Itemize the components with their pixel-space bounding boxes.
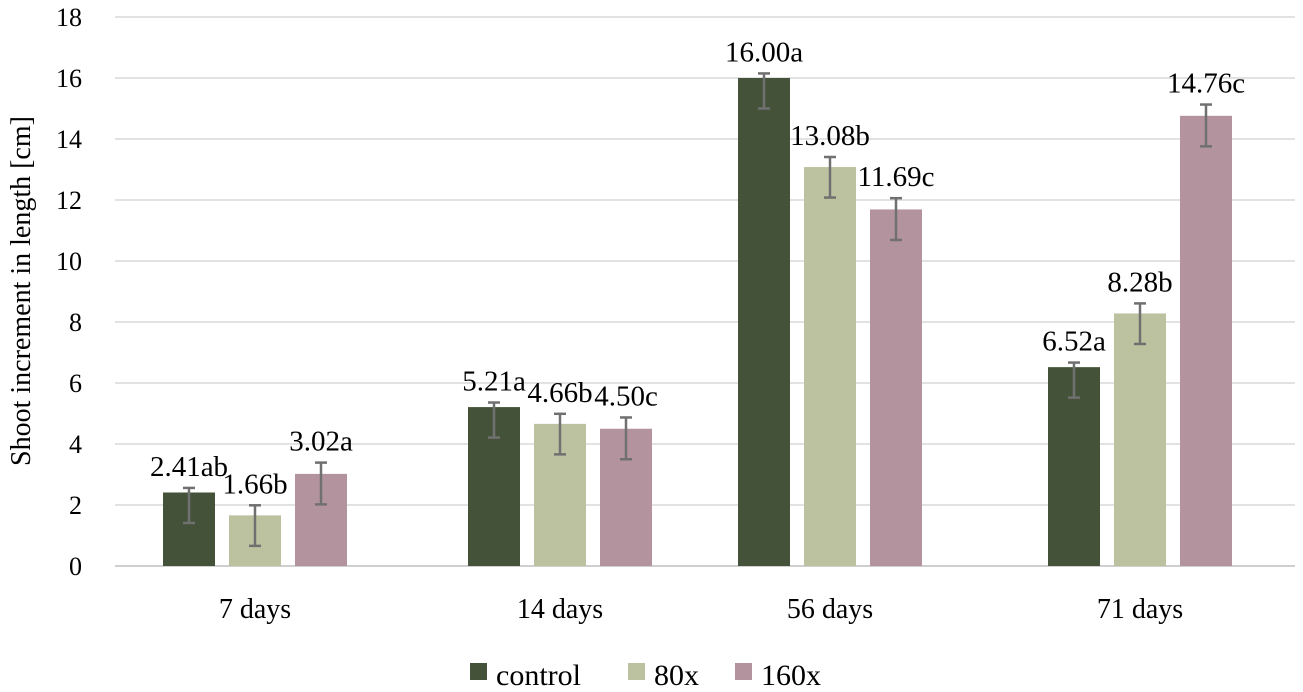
y-tick-label: 6 (69, 369, 82, 398)
bar-control-3 (738, 78, 790, 566)
legend-item: 80x (628, 659, 699, 692)
error-bar (1134, 302, 1146, 346)
x-category-label: 14 days (517, 594, 603, 625)
y-tick-labels: 0 2 4 6 8 10 12 14 16 18 (56, 3, 82, 581)
y-axis-title: Shoot increment in length [cm] (6, 116, 37, 466)
bar-80x-3 (804, 167, 856, 566)
legend-label: 80x (654, 659, 699, 692)
x-category-label: 7 days (219, 594, 291, 625)
legend-swatch (470, 663, 487, 680)
y-tick-label: 18 (56, 3, 82, 32)
error-bar (620, 416, 632, 461)
y-tick-label: 14 (56, 125, 82, 154)
error-bar (249, 504, 261, 548)
y-tick-label: 12 (56, 186, 82, 215)
error-bar (758, 72, 770, 110)
legend-swatch (735, 663, 752, 680)
data-label: 6.52a (1042, 326, 1106, 358)
category-labels: 7 days 14 days 56 days 71 days (219, 594, 1183, 625)
legend: control 80x 160x (470, 659, 821, 692)
y-tick-label: 16 (56, 64, 82, 93)
data-label: 3.02a (289, 426, 353, 458)
bar-control-4 (1048, 367, 1100, 566)
data-label: 16.00a (725, 36, 803, 68)
data-label: 1.66b (222, 468, 287, 500)
data-label: 4.66b (527, 377, 592, 409)
data-label: 8.28b (1107, 266, 1172, 298)
error-bar (1068, 361, 1080, 399)
data-label: 11.69c (857, 161, 934, 193)
x-category-label: 56 days (787, 594, 873, 625)
error-bar (824, 155, 836, 199)
legend-swatch (628, 663, 645, 680)
error-bars (183, 72, 1212, 548)
data-label: 4.50c (594, 380, 658, 412)
error-bar (554, 412, 566, 456)
y-tick-label: 2 (69, 491, 82, 520)
bar-80x-4 (1114, 313, 1166, 566)
data-label: 13.08b (790, 120, 870, 152)
data-label: 5.21a (462, 366, 526, 398)
error-bar (890, 196, 902, 242)
x-category-label: 71 days (1097, 594, 1183, 625)
data-label: 2.41ab (150, 451, 228, 483)
legend-label: 160x (761, 659, 821, 692)
error-bar (488, 401, 500, 439)
bar-160x-3 (870, 209, 922, 566)
y-tick-label: 0 (69, 552, 82, 581)
y-tick-label: 10 (56, 247, 82, 276)
y-tick-label: 4 (69, 430, 82, 459)
legend-item: 160x (735, 659, 821, 692)
error-bar (1200, 103, 1212, 148)
bar-160x-4 (1180, 115, 1232, 566)
error-bar (183, 486, 195, 525)
legend-item: control (470, 659, 581, 692)
error-bar (315, 461, 327, 506)
data-label: 14.76c (1167, 68, 1245, 100)
y-tick-label: 8 (69, 308, 82, 337)
legend-label: control (496, 659, 581, 692)
